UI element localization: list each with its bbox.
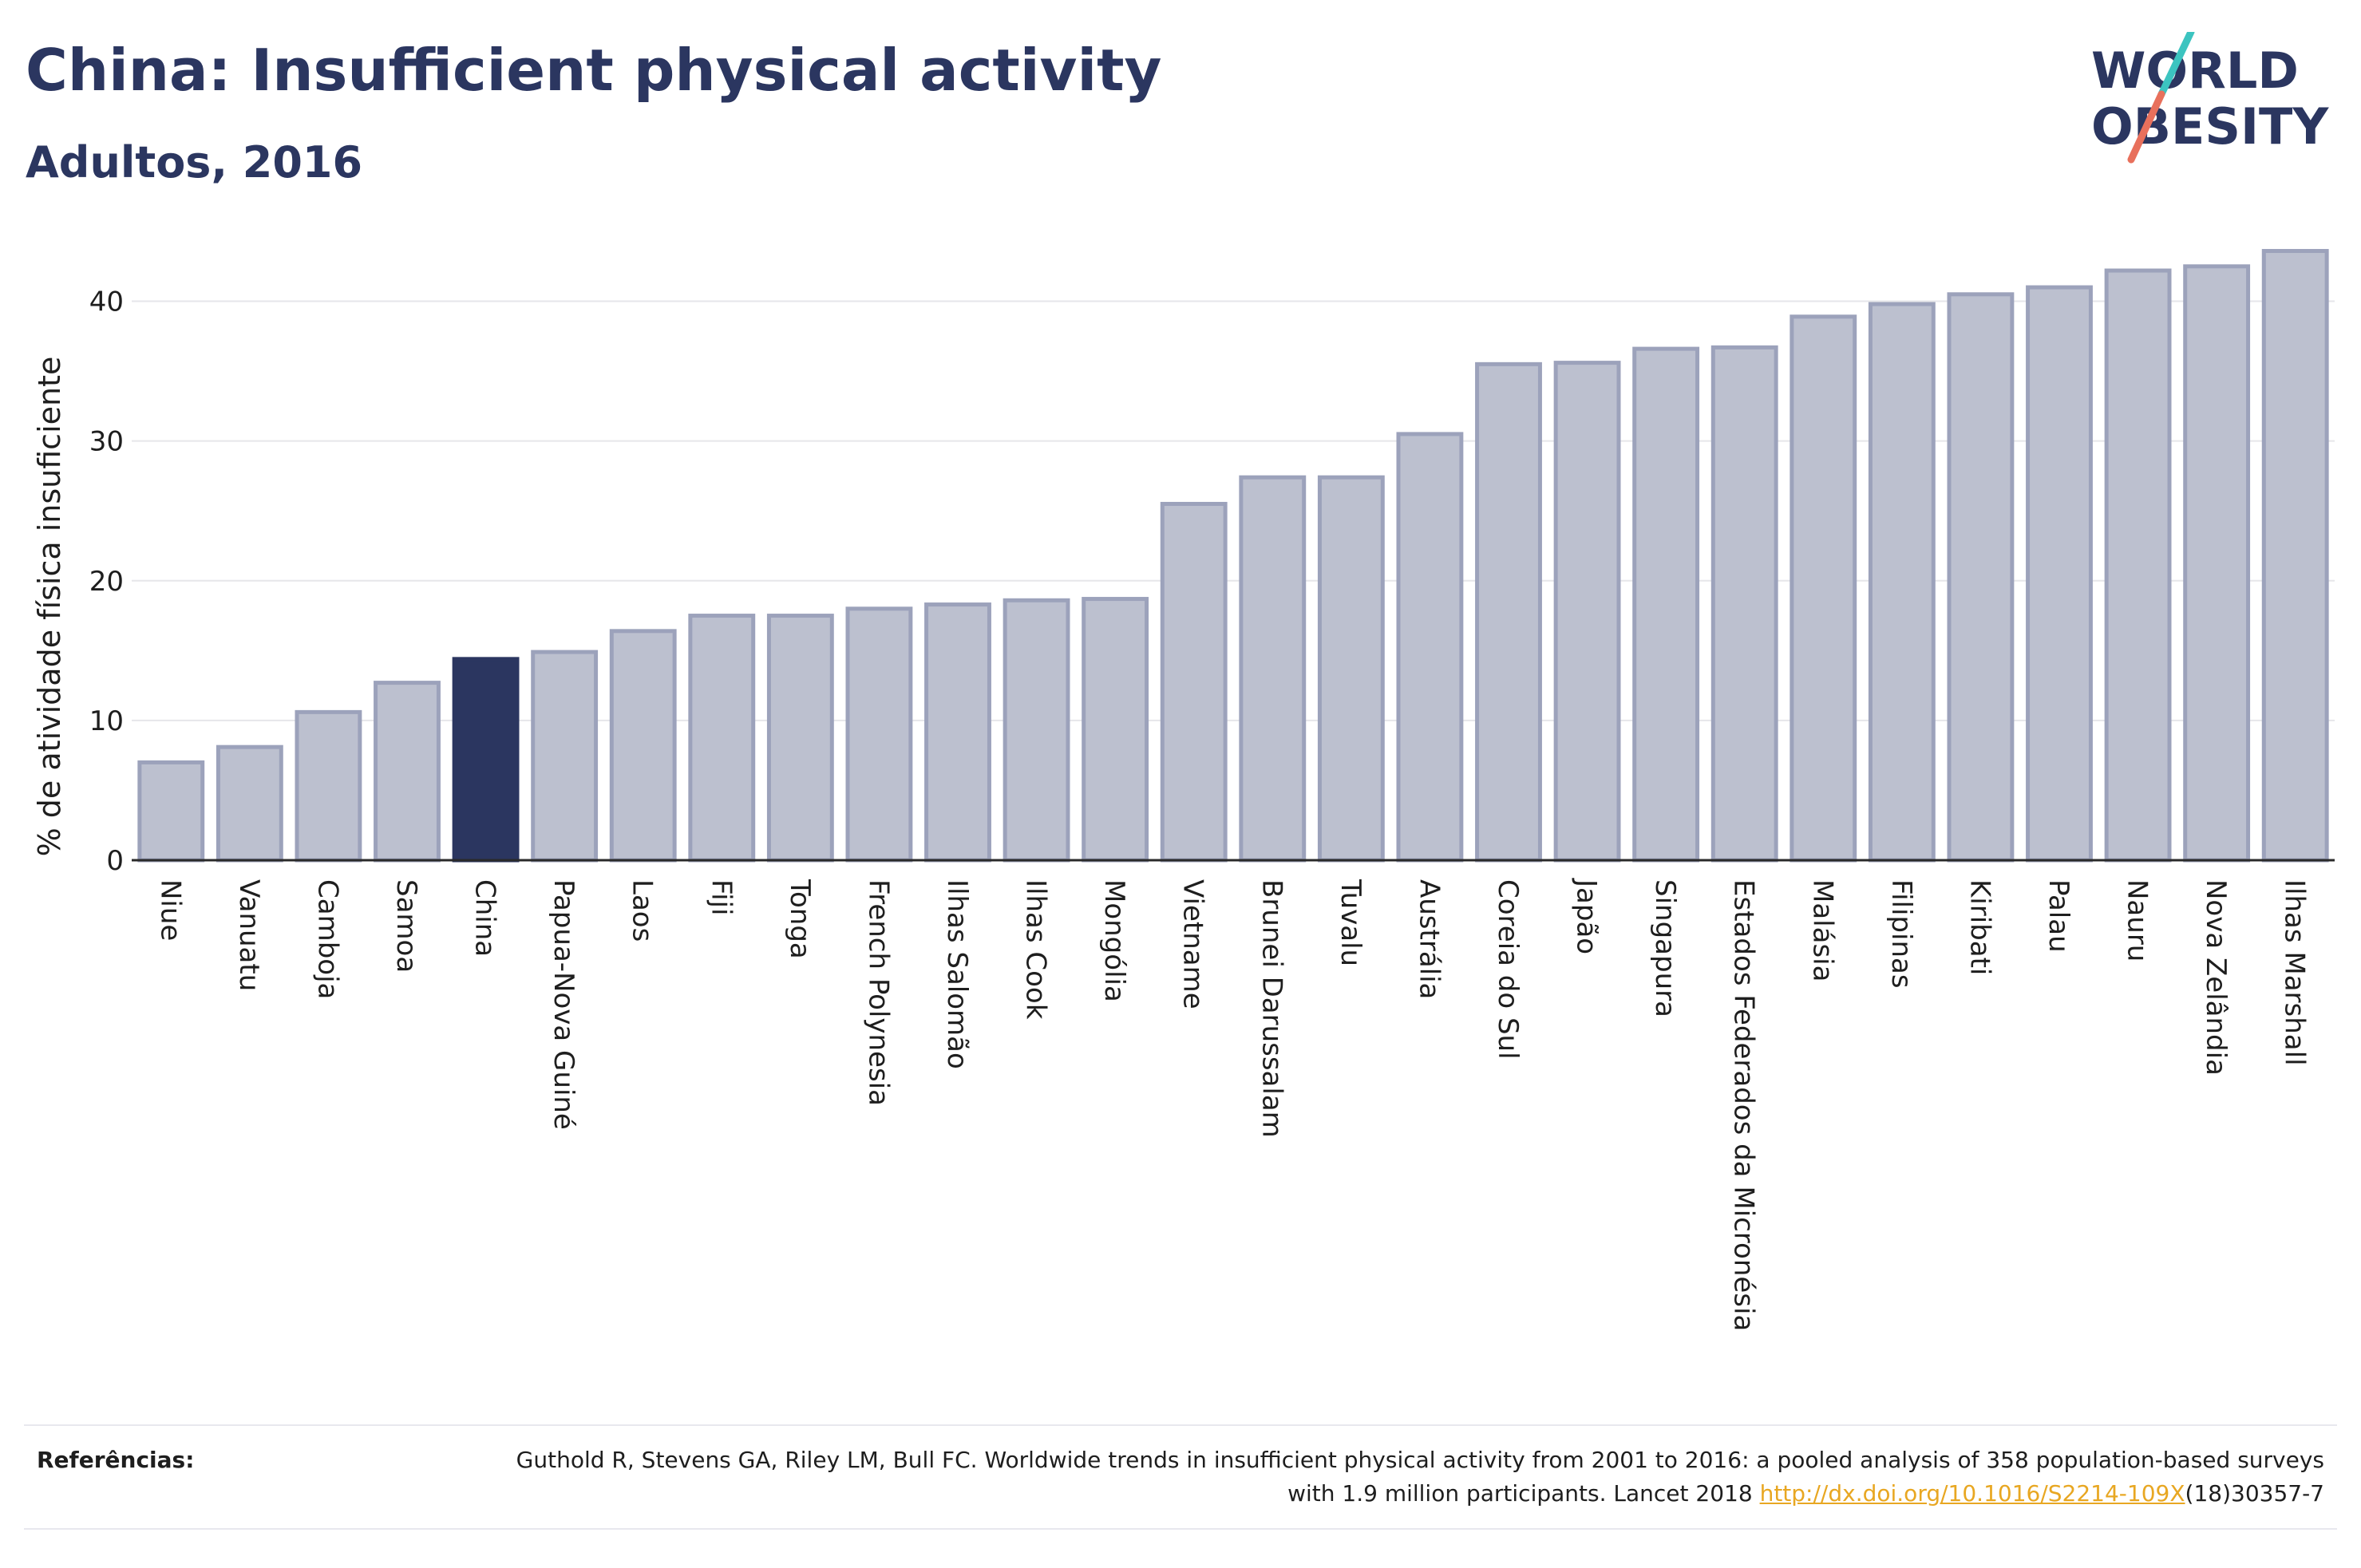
category-label: Malásia bbox=[1806, 879, 1838, 981]
bar-french-polynesia[interactable] bbox=[845, 606, 913, 863]
y-tick-labels: 0 10 20 30 40 bbox=[89, 286, 124, 877]
category-label: Coreia do Sul bbox=[1492, 879, 1524, 1060]
citation-text: Guthold R, Stevens GA, Riley LM, Bull FC… bbox=[488, 1444, 2324, 1511]
category-label: Ilhas Salomão bbox=[941, 879, 973, 1069]
bar-ilhas-marshall[interactable] bbox=[2261, 249, 2329, 863]
logo-line1: WORLD bbox=[2091, 41, 2299, 100]
y-tick-label: 40 bbox=[89, 286, 124, 318]
category-label: Samoa bbox=[390, 879, 422, 973]
y-tick-label: 20 bbox=[89, 566, 124, 598]
category-label: Filipinas bbox=[1885, 879, 1917, 989]
category-label: Vietname bbox=[1177, 879, 1209, 1009]
bar-camboja[interactable] bbox=[295, 709, 362, 863]
logo-line2: OBESITY bbox=[2091, 97, 2329, 156]
category-label: Ilhas Marshall bbox=[2279, 879, 2311, 1066]
category-label: Austrália bbox=[1413, 879, 1445, 999]
bar-palau[interactable] bbox=[2026, 285, 2093, 863]
category-label: Tonga bbox=[784, 879, 816, 959]
category-label: Palau bbox=[2043, 879, 2074, 953]
category-label: Singapura bbox=[1649, 879, 1681, 1017]
bar-jap-o[interactable] bbox=[1553, 361, 1621, 863]
category-label: Brunei Darussalam bbox=[1256, 879, 1287, 1138]
category-label: China bbox=[469, 879, 501, 957]
bar-fiji[interactable] bbox=[688, 614, 756, 863]
category-label: Vanuatu bbox=[233, 879, 265, 991]
bar-ilhas-cook[interactable] bbox=[1003, 598, 1070, 863]
chart-subtitle: Adultos, 2016 bbox=[26, 137, 363, 188]
bar-vanuatu[interactable] bbox=[216, 745, 283, 863]
references-label: Referências: bbox=[37, 1447, 195, 1473]
category-label: Niue bbox=[154, 879, 186, 941]
category-label: Nova Zelândia bbox=[2200, 879, 2232, 1076]
citation-part1: Guthold R, Stevens GA, Riley LM, Bull FC… bbox=[516, 1447, 2324, 1507]
bar-singapura[interactable] bbox=[1632, 346, 1700, 863]
category-label: Estados Federados da Micronésia bbox=[1728, 879, 1760, 1331]
category-label: Kiribati bbox=[1964, 879, 1995, 975]
bar-mal-sia[interactable] bbox=[1790, 314, 1857, 863]
category-label: Nauru bbox=[2122, 879, 2153, 962]
bars bbox=[137, 249, 2329, 863]
category-labels: Niue Vanuatu Camboja Samoa China Papua-Nova G… bbox=[154, 878, 2310, 1331]
bar-filipinas[interactable] bbox=[1868, 302, 1936, 863]
y-tick-label: 0 bbox=[106, 845, 124, 877]
bar-nova-zel-ndia[interactable] bbox=[2183, 264, 2251, 863]
category-label: Papua-Nova Guiné bbox=[548, 879, 579, 1130]
bar-chart: 0 10 20 30 40 Niue Vanuatu Camboja Samoa China Pa… bbox=[32, 249, 2335, 1331]
bar-coreia-do-sul[interactable] bbox=[1475, 361, 1542, 863]
doi-link[interactable]: http://dx.doi.org/10.1016/S2214-109X bbox=[1759, 1480, 2185, 1507]
category-label: French Polynesia bbox=[862, 879, 894, 1106]
chart-title: China: Insufficient physical activity bbox=[26, 37, 1162, 104]
world-obesity-logo: WORLD OBESITY bbox=[2091, 32, 2329, 164]
y-tick-label: 30 bbox=[89, 426, 124, 458]
category-label: Japão bbox=[1571, 878, 1603, 954]
bar-mong-lia[interactable] bbox=[1082, 597, 1149, 863]
references-footer: Referências: Guthold R, Stevens GA, Rile… bbox=[24, 1424, 2337, 1530]
bar-tonga[interactable] bbox=[766, 614, 834, 863]
category-label: Tuvalu bbox=[1335, 879, 1366, 966]
bar-laos[interactable] bbox=[609, 629, 677, 863]
bar-ilhas-salom-o[interactable] bbox=[924, 602, 991, 863]
y-tick-label: 10 bbox=[89, 705, 124, 737]
category-label: Mongólia bbox=[1098, 879, 1130, 1002]
logo-slash-teal bbox=[2157, 32, 2195, 98]
category-label: Laos bbox=[627, 879, 658, 942]
bar-brunei-darussalam[interactable] bbox=[1239, 475, 1307, 863]
bar-samoa[interactable] bbox=[374, 681, 441, 863]
bar-papua-nova-guin-[interactable] bbox=[531, 650, 599, 863]
y-axis-label: % de atividade física insuficiente bbox=[32, 357, 67, 857]
category-label: Ilhas Cook bbox=[1020, 879, 1052, 1020]
logo-slash-coral bbox=[2127, 90, 2165, 164]
bar-niue[interactable] bbox=[137, 760, 205, 863]
bar-estados-federados-da-micron-sia[interactable] bbox=[1710, 345, 1778, 863]
bar-austr-lia[interactable] bbox=[1396, 432, 1464, 863]
bar-tuvalu[interactable] bbox=[1317, 475, 1385, 863]
bar-china[interactable] bbox=[452, 657, 520, 863]
bar-nauru[interactable] bbox=[2104, 268, 2172, 863]
category-label: Fiji bbox=[705, 879, 737, 915]
bar-kiribati[interactable] bbox=[1947, 292, 2015, 863]
citation-part2: (18)30357-7 bbox=[2185, 1480, 2324, 1507]
category-label: Camboja bbox=[311, 879, 343, 999]
bar-vietname[interactable] bbox=[1160, 501, 1228, 863]
